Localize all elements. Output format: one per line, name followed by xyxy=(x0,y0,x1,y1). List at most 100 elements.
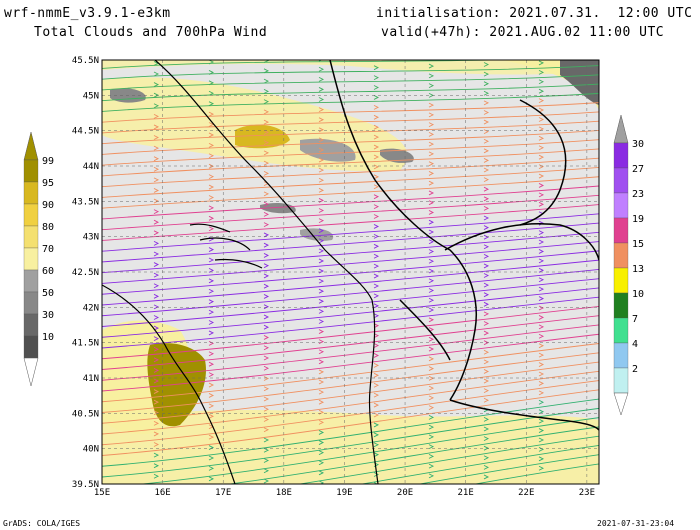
wind-arrow xyxy=(428,414,435,420)
wind-arrow xyxy=(208,226,215,232)
cloud-bar-label: 70 xyxy=(42,244,54,255)
wind-arrow xyxy=(153,188,160,193)
wind-arrow xyxy=(263,386,270,392)
lat-label: 40.5N xyxy=(72,409,99,419)
wind-arrow xyxy=(208,372,215,378)
wind-arrow xyxy=(373,194,380,200)
wind-arrow xyxy=(483,186,490,192)
wind-arrow xyxy=(428,171,435,176)
wind-arrow xyxy=(373,273,380,279)
wind-arrow xyxy=(428,180,435,186)
streamline xyxy=(102,176,599,209)
wind-arrow xyxy=(428,83,435,89)
wind-arrow xyxy=(373,362,380,368)
lon-label: 16E xyxy=(154,488,170,498)
wind-arrow xyxy=(538,352,545,358)
wind-arrow xyxy=(318,198,325,203)
lat-label: 45N xyxy=(83,91,99,101)
wind-arrow xyxy=(263,324,270,330)
wind-arrow xyxy=(153,272,160,278)
wind-bar-label: 7 xyxy=(632,314,638,325)
wind-arrow xyxy=(318,66,325,72)
wind-arrow xyxy=(538,173,545,179)
wind-arrow xyxy=(318,208,325,213)
cloud-patch-d xyxy=(380,148,414,163)
border-5 xyxy=(399,299,451,361)
wind-arrow xyxy=(318,470,325,476)
wind-arrow xyxy=(318,117,325,123)
country-borders xyxy=(329,60,599,431)
wind-arrow xyxy=(318,399,325,405)
wind-arrow xyxy=(429,45,433,49)
wind-arrow xyxy=(428,141,435,147)
lat-label: 43.5N xyxy=(72,197,99,207)
wind-arrow xyxy=(318,349,325,355)
cloud-layer-south xyxy=(102,410,599,484)
streamline xyxy=(102,268,599,317)
wind-arrow xyxy=(208,434,215,440)
wind-arrow xyxy=(318,298,325,304)
wind-bar-label: 2 xyxy=(632,364,638,375)
wind-bar-segment xyxy=(613,192,629,219)
border-4 xyxy=(519,99,567,226)
wind-arrow xyxy=(538,258,545,264)
wind-arrow xyxy=(319,491,323,495)
wind-arrow xyxy=(428,424,435,430)
border-1 xyxy=(329,60,477,401)
wind-arrow xyxy=(538,399,545,405)
wind-arrow xyxy=(153,209,160,215)
wind-arrow xyxy=(153,336,160,342)
wind-arrow xyxy=(209,487,213,491)
wind-bar-top-arrow xyxy=(613,114,629,144)
wind-bar-label: 27 xyxy=(632,164,644,175)
streamline xyxy=(102,92,599,112)
wind-arrow xyxy=(483,62,490,67)
wind-arrow xyxy=(374,46,378,50)
wind-arrow xyxy=(318,187,325,193)
wind-bar-segment xyxy=(613,267,629,294)
cloud-bar-label: 80 xyxy=(42,222,54,233)
wind-arrow xyxy=(483,119,490,125)
wind-arrow xyxy=(153,283,160,289)
wind-arrow xyxy=(208,80,215,86)
map-frame xyxy=(101,59,600,485)
wind-arrow xyxy=(428,346,435,352)
wind-arrow xyxy=(263,447,270,453)
lat-label: 41N xyxy=(83,374,99,384)
wind-streamlines xyxy=(102,45,599,495)
wind-arrow xyxy=(373,382,380,388)
wind-arrow xyxy=(153,124,160,130)
cloud-bar-segment xyxy=(23,181,39,205)
wind-arrow xyxy=(538,183,545,188)
wind-arrow xyxy=(208,184,215,190)
wind-arrow xyxy=(263,232,270,238)
wind-arrow xyxy=(483,71,490,77)
wind-arrow xyxy=(263,160,270,166)
wind-arrow xyxy=(483,148,490,154)
wind-arrow xyxy=(538,267,545,273)
wind-arrow xyxy=(153,240,160,246)
wind-arrow xyxy=(538,154,545,160)
init-time: initialisation: 2021.07.31. 12:00 UTC xyxy=(376,6,693,21)
wind-arrow xyxy=(428,366,435,371)
cloud-bar-label: 95 xyxy=(42,178,54,189)
wind-arrow xyxy=(428,375,435,381)
wind-arrow xyxy=(428,297,435,303)
wind-bar-label: 4 xyxy=(632,339,638,350)
wind-arrow xyxy=(483,397,490,403)
wind-arrow xyxy=(263,60,270,63)
wind-arrow xyxy=(428,151,435,157)
wind-bar-segment xyxy=(613,142,629,169)
wind-arrow xyxy=(208,215,215,221)
wind-arrow xyxy=(263,468,270,474)
wind-arrow xyxy=(373,452,380,458)
latitude-labels: 45.5N 45N 44.5N 44N 43.5N 43N 42.5N 42N 41.5N 41N… xyxy=(72,56,99,490)
wind-arrow xyxy=(208,476,215,482)
border-2 xyxy=(444,222,599,261)
lon-label: 18E xyxy=(276,488,292,498)
wind-arrow xyxy=(373,174,380,180)
wind-arrow xyxy=(373,432,380,438)
wind-arrow xyxy=(373,402,380,408)
wind-arrow xyxy=(538,88,545,94)
wind-arrow xyxy=(373,313,380,319)
